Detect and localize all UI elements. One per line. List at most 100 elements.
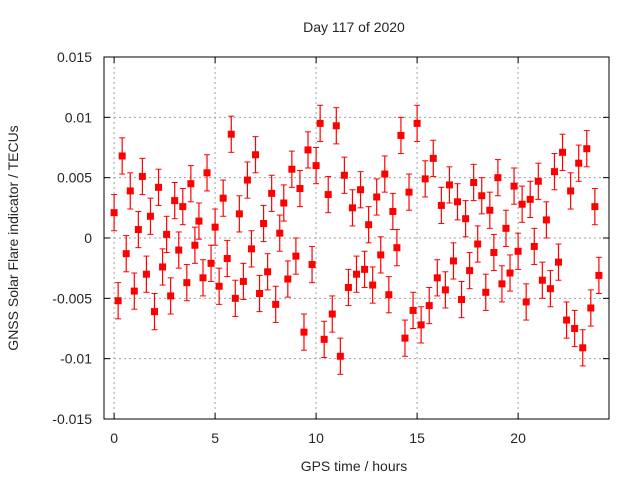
data-point [441,286,449,294]
data-point [381,170,389,178]
data-point [328,310,336,318]
data-point [365,221,373,229]
data-point [336,352,344,360]
data-point [247,245,255,253]
data-point [486,206,494,214]
data-point [348,204,356,212]
data-point [587,304,595,312]
data-point [320,335,328,343]
data-point [357,186,365,194]
data-point [159,263,167,271]
data-point [514,247,522,255]
data-point [272,300,280,308]
data-point [243,176,251,184]
data-point [344,283,352,291]
data-point [470,178,478,186]
data-point [304,146,312,154]
data-point [296,185,304,193]
data-point [522,298,530,306]
x-tick-label: 10 [308,430,324,446]
data-point [179,203,187,211]
data-point [114,297,122,305]
data-point [292,252,300,260]
data-point [449,257,457,265]
data-point [518,200,526,208]
data-point [437,201,445,209]
data-point [595,271,603,279]
y-tick-label: -0.015 [52,411,92,427]
data-point [288,165,296,173]
data-point [300,328,308,336]
data-point [538,276,546,284]
data-point [316,119,324,127]
data-point [445,181,453,189]
y-tick-label: -0.005 [52,290,92,306]
y-tick-label: 0.005 [57,170,92,186]
data-point [167,292,175,300]
data-point [151,308,158,316]
data-point [155,183,163,191]
data-point [280,199,288,207]
data-point [425,302,433,310]
data-point [175,246,183,254]
data-point [474,240,482,248]
axis-ticks: 0 5 10 15 20 -0.015 -0.01 -0.005 0 0.005 0.01 0.015 [52,49,609,446]
data-point [219,194,227,202]
data-point [284,275,292,283]
data-point [579,344,587,352]
data-point [559,148,567,156]
y-tick-label: 0.015 [57,49,92,65]
data-point [466,267,474,275]
x-tick-label: 5 [211,430,219,446]
x-axis-label: GPS time / hours [301,458,408,474]
data-point [308,261,316,269]
data-point [256,290,264,298]
data-point [130,287,138,295]
data-point [361,265,369,273]
data-point [397,131,405,139]
data-point [490,248,498,256]
data-point [591,203,599,211]
data-point [340,171,348,179]
data-point [235,210,243,218]
data-point [227,130,235,138]
data-point [393,244,401,252]
data-point [312,162,320,170]
data-point [534,177,542,185]
data-point [555,258,562,266]
data-point [239,277,247,285]
data-point [183,279,191,287]
data-point [142,270,150,278]
data-point [413,119,421,127]
data-point [195,217,203,225]
data-point [567,187,575,195]
chart-title: Day 117 of 2020 [303,19,405,35]
data-point [373,193,381,201]
data-point [498,280,506,288]
data-point [171,197,179,205]
data-point [429,154,437,162]
data-point [571,325,579,332]
data-point [510,182,518,190]
data-point [462,215,470,223]
data-point [276,229,284,237]
data-point [118,152,126,160]
y-tick-label: 0.01 [65,109,92,125]
data-point [146,212,154,220]
x-tick-label: 20 [510,430,526,446]
data-point [526,195,534,203]
data-point [332,122,340,130]
y-tick-label: 0 [84,230,92,246]
data-point [405,188,413,196]
data-point [563,316,571,324]
data-point [369,281,377,289]
data-point [223,255,231,263]
data-point [163,230,171,238]
data-point [546,285,554,293]
data-point [458,296,466,304]
y-axis-label: GNSS Solar Flare indicator / TECUs [5,125,21,350]
x-tick-label: 0 [110,430,118,446]
data-point [482,288,490,296]
data-point [126,187,134,195]
